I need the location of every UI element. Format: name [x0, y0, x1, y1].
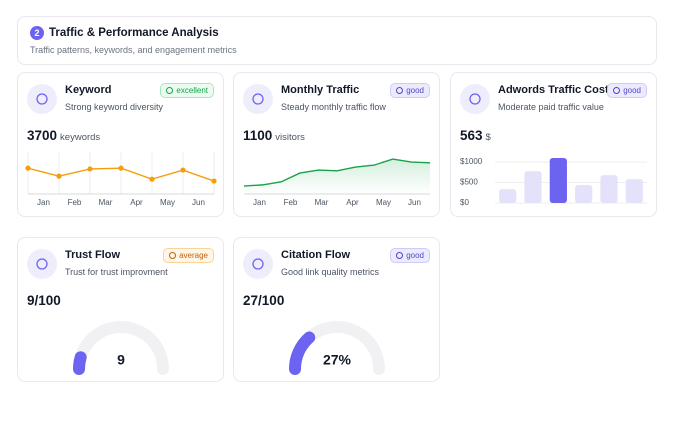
bar	[499, 189, 517, 203]
value-separator: /	[34, 293, 39, 308]
icon-shape	[469, 93, 481, 105]
card-icon	[460, 84, 490, 114]
card-title: Trust Flow	[65, 249, 120, 261]
data-point	[118, 165, 124, 171]
bar	[524, 171, 542, 203]
card-icon	[27, 84, 57, 114]
card-value: 9/100	[27, 293, 61, 308]
x-tick-label: May	[160, 198, 175, 207]
section-title: Traffic & Performance Analysis	[49, 27, 219, 39]
status-badge: good	[390, 83, 430, 98]
value-unit: $	[485, 132, 491, 143]
card-icon	[27, 249, 57, 279]
metric-card: Keyword excellent Strong keyword diversity…	[17, 72, 224, 217]
card-chart: 9	[73, 321, 169, 375]
card-title: Keyword	[65, 84, 112, 96]
status-badge: excellent	[160, 83, 214, 98]
card-chart: Jan Feb Mar Apr May Jun	[25, 152, 217, 207]
x-tick-label: Mar	[315, 198, 329, 207]
card-chart: Jan Feb Mar Apr May Jun	[243, 158, 431, 207]
metric-card: Citation Flow good Good link quality metri…	[233, 237, 440, 382]
gauge-value	[73, 351, 87, 375]
x-tick-label: Mar	[99, 198, 113, 207]
data-line	[243, 158, 431, 187]
card-description: Moderate paid traffic value	[498, 102, 604, 112]
x-tick-label: Apr	[346, 198, 359, 207]
bar	[600, 175, 618, 203]
section-subtitle: Traffic patterns, keywords, and engageme…	[30, 45, 237, 55]
metric-card: Adwords Traffic Cost good Moderate paid tr…	[450, 72, 657, 217]
icon-shape	[36, 93, 48, 105]
card-icon	[243, 249, 273, 279]
bar	[549, 158, 567, 203]
icon-shape	[252, 258, 264, 270]
data-point	[149, 176, 155, 182]
data-point	[211, 178, 217, 184]
value-unit: visitors	[275, 132, 305, 143]
x-tick-label: Feb	[284, 198, 298, 207]
gauge-value	[289, 331, 316, 375]
status-badge: good	[607, 83, 647, 98]
data-point	[56, 173, 62, 179]
icon-glyph	[36, 93, 48, 105]
data-point	[180, 167, 186, 173]
x-tick-label: Jun	[192, 198, 205, 207]
y-tick-label: $0	[460, 198, 469, 207]
card-title: Adwords Traffic Cost	[498, 84, 609, 96]
y-tick-label: $1000	[460, 157, 483, 166]
icon-glyph	[252, 258, 264, 270]
gauge-label: 9	[117, 352, 125, 368]
x-tick-label: Jun	[408, 198, 421, 207]
card-description: Steady monthly traffic flow	[281, 102, 386, 112]
card-chart: $1000 $500 $0	[460, 157, 647, 207]
card-description: Trust for trust improvment	[65, 267, 168, 277]
icon-shape	[36, 258, 48, 270]
metric-card: Monthly Traffic good Steady monthly traffi…	[233, 72, 440, 217]
card-description: Good link quality metrics	[281, 267, 380, 277]
icon-shape	[252, 93, 264, 105]
status-badge: average	[163, 248, 214, 263]
card-value: 3700 keywords	[27, 128, 100, 143]
bar	[625, 179, 643, 203]
card-value: 563 $	[460, 128, 491, 143]
card-value: 1100 visitors	[243, 128, 305, 143]
x-tick-label: Jan	[253, 198, 266, 207]
gauge-label: 27%	[323, 352, 352, 368]
area-fill	[244, 159, 430, 194]
x-tick-label: Feb	[68, 198, 82, 207]
value-number: 3700	[27, 128, 58, 143]
icon-glyph	[252, 93, 264, 105]
x-tick-label: Apr	[130, 198, 143, 207]
card-value: 27/100	[243, 293, 284, 308]
x-tick-label: May	[376, 198, 391, 207]
section-header: 2 Traffic & Performance Analysis Traffic…	[17, 16, 657, 65]
value-number: 27	[243, 293, 259, 308]
value-max: 100	[261, 293, 285, 308]
card-description: Strong keyword diversity	[65, 102, 164, 112]
value-unit: keywords	[60, 132, 101, 143]
value-separator: /	[258, 293, 262, 308]
card-title: Monthly Traffic	[281, 84, 360, 96]
x-tick-label: Jan	[37, 198, 50, 207]
data-point	[87, 166, 93, 172]
bar	[575, 185, 593, 203]
icon-glyph	[36, 258, 48, 270]
value-number: 9	[27, 293, 35, 308]
card-icon	[243, 84, 273, 114]
section-number: 2	[30, 26, 44, 40]
card-chart: 27%	[289, 321, 385, 375]
data-point	[25, 165, 31, 171]
status-badge: good	[390, 248, 430, 263]
value-number: 1100	[243, 128, 273, 143]
icon-glyph	[469, 93, 481, 105]
gauge-track	[73, 321, 169, 375]
y-tick-label: $500	[460, 178, 478, 187]
value-number: 563	[460, 128, 483, 143]
metric-card: Trust Flow average Trust for trust improvm…	[17, 237, 224, 382]
card-title: Citation Flow	[281, 249, 351, 261]
value-max: 100	[38, 293, 61, 308]
